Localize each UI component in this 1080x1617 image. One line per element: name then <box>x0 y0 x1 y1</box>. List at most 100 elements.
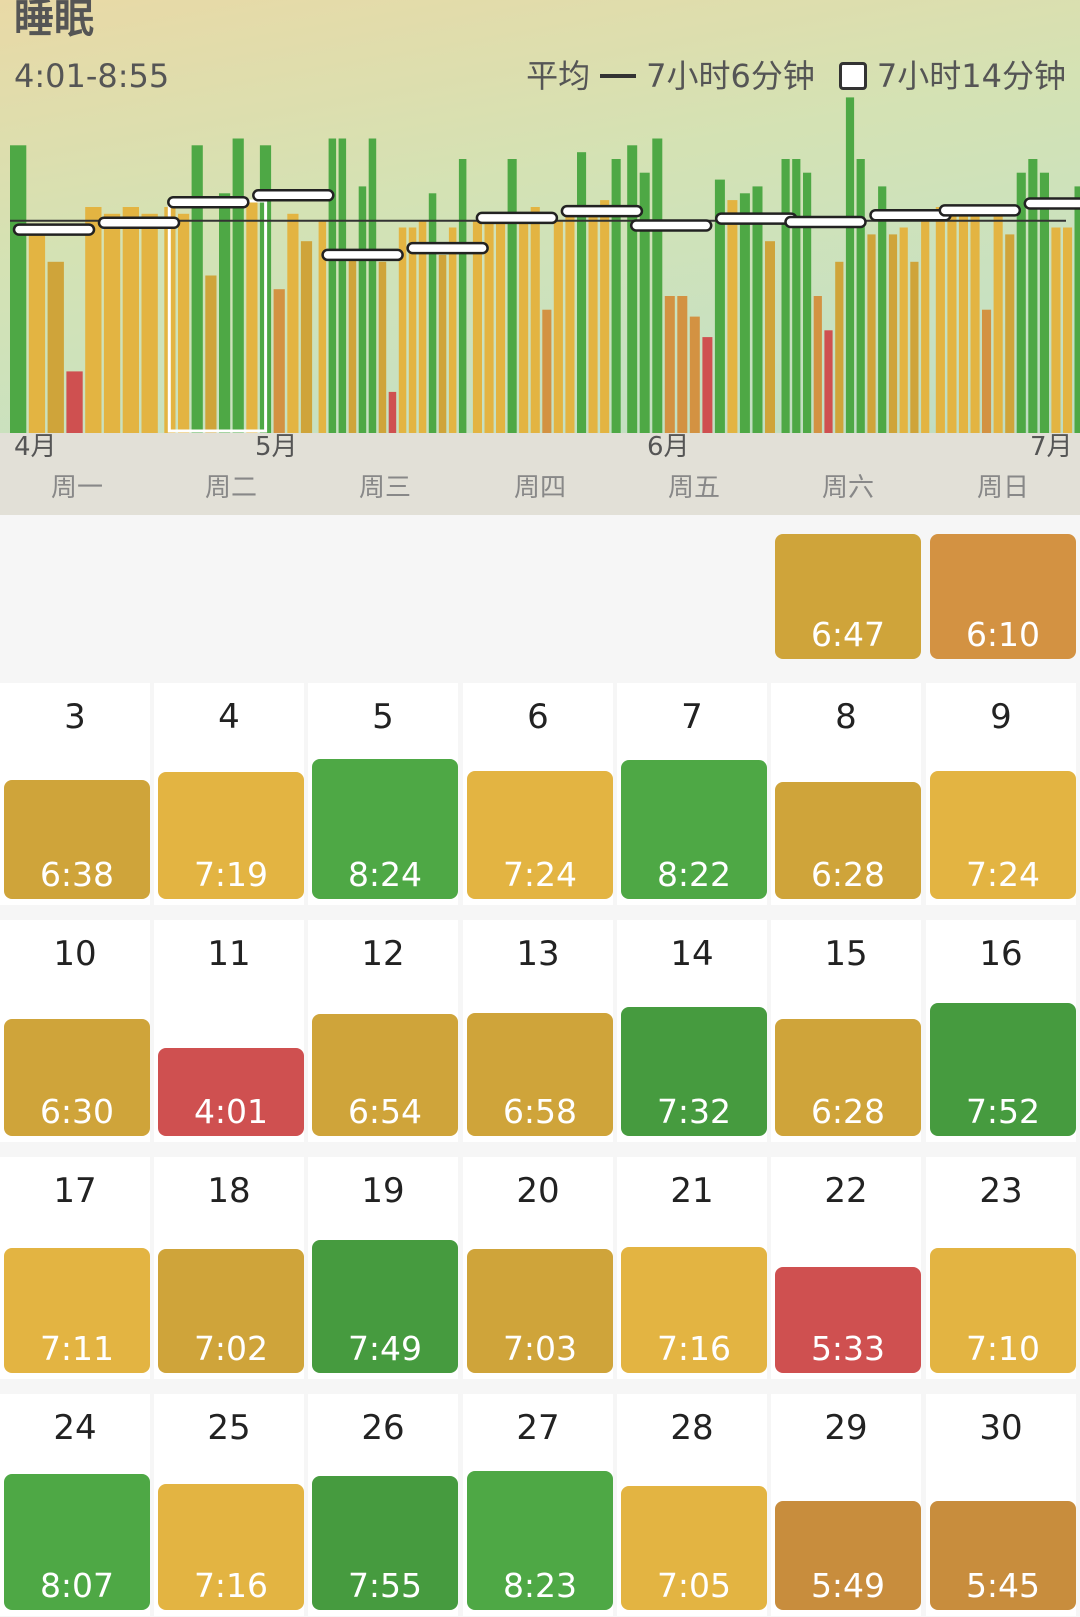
calendar-day-cell[interactable]: 12 6:54 <box>308 920 458 1142</box>
sleep-duration-tile[interactable]: 7:03 <box>467 1249 613 1373</box>
calendar-day-cell[interactable]: 16 7:52 <box>926 920 1076 1142</box>
calendar-day-cell[interactable]: 5 8:24 <box>308 683 458 905</box>
sleep-duration-tile[interactable]: 8:24 <box>312 759 458 899</box>
calendar-day-cell[interactable]: 19 7:49 <box>308 1157 458 1379</box>
sleep-duration-tile[interactable]: 7:19 <box>158 772 304 899</box>
sleep-duration-tile[interactable]: 7:02 <box>158 1249 304 1373</box>
calendar-day-cell[interactable]: 11 4:01 <box>154 920 304 1142</box>
sleep-duration-tile[interactable]: 7:24 <box>467 771 613 899</box>
calendar-day-cell[interactable]: 4 7:19 <box>154 683 304 905</box>
sleep-duration-tile[interactable]: 5:45 <box>930 1501 1076 1610</box>
calendar-day-cell[interactable]: 27 8:23 <box>463 1394 613 1616</box>
chart-bar <box>496 220 506 433</box>
sleep-duration-tile[interactable]: 8:23 <box>467 1471 613 1610</box>
chart-bar <box>300 241 313 433</box>
weekday-tab-thu[interactable]: 周四 <box>513 473 566 503</box>
calendar-day-cell[interactable]: 3 6:38 <box>0 683 150 905</box>
sleep-duration-tile[interactable]: 7:05 <box>621 1486 767 1610</box>
weekday-tab-wed[interactable]: 周三 <box>358 473 411 503</box>
sleep-duration-tile[interactable]: 5:33 <box>775 1267 921 1373</box>
weekday-tab-fri[interactable]: 周五 <box>667 473 720 503</box>
sleep-duration-tile[interactable]: 6:58 <box>467 1013 613 1136</box>
sleep-duration-tile[interactable]: 6:10 <box>930 534 1076 659</box>
chart-bar <box>781 159 790 433</box>
calendar-day-cell[interactable]: 6 7:24 <box>463 683 613 905</box>
chart-bar <box>1028 159 1038 433</box>
calendar-day-number: 11 <box>207 934 251 974</box>
chart-bar <box>958 207 968 433</box>
sleep-duration-tile[interactable]: 7:16 <box>621 1247 767 1373</box>
calendar-day-cell[interactable]: 29 5:49 <box>771 1394 921 1616</box>
calendar-day-cell[interactable]: 9 7:24 <box>926 683 1076 905</box>
calendar-day-cell[interactable]: 10 6:30 <box>0 920 150 1142</box>
sleep-duration-tile[interactable]: 4:01 <box>158 1048 304 1136</box>
sleep-duration-tile[interactable]: 6:38 <box>4 780 150 899</box>
calendar-day-cell[interactable]: 22 5:33 <box>771 1157 921 1379</box>
calendar-day-cell[interactable]: 20 7:03 <box>463 1157 613 1379</box>
chart-bar <box>178 213 190 433</box>
sleep-duration-tile[interactable]: 6:28 <box>775 1019 921 1136</box>
calendar-day-cell[interactable]: 28 7:05 <box>617 1394 767 1616</box>
sleep-duration-tile[interactable]: 6:30 <box>4 1019 150 1136</box>
sleep-duration-tile[interactable]: 7:32 <box>621 1007 767 1136</box>
chart-bar <box>792 159 801 433</box>
calendar-day-cell[interactable]: 18 7:02 <box>154 1157 304 1379</box>
chart-legend: 平均 7小时6分钟 7小时14分钟 <box>526 56 1066 96</box>
sleep-duration-tile[interactable]: 7:52 <box>930 1003 1076 1136</box>
calendar-day-cell[interactable]: 14 7:32 <box>617 920 767 1142</box>
sleep-duration-tile[interactable]: 7:16 <box>158 1484 304 1610</box>
calendar-day-cell[interactable]: 6:10 <box>926 515 1076 665</box>
sleep-duration-tile[interactable]: 7:55 <box>312 1476 458 1610</box>
calendar-day-cell[interactable]: 26 7:55 <box>308 1394 458 1616</box>
sleep-duration-tile[interactable]: 6:54 <box>312 1014 458 1136</box>
sleep-duration-tile[interactable]: 6:28 <box>775 782 921 899</box>
chart-bar <box>66 371 83 433</box>
chart-bar <box>47 261 64 433</box>
calendar-day-cell[interactable]: 21 7:16 <box>617 1157 767 1379</box>
sleep-duration-tile[interactable]: 6:47 <box>775 534 921 659</box>
chart-bar <box>739 193 750 433</box>
sleep-duration-tile[interactable]: 8:22 <box>621 760 767 899</box>
calendar-day-cell[interactable]: 25 7:16 <box>154 1394 304 1616</box>
weekday-tab-mon[interactable]: 周一 <box>50 473 103 503</box>
sleep-duration-value: 6:10 <box>965 615 1041 654</box>
calendar-day-cell[interactable]: 23 7:10 <box>926 1157 1076 1379</box>
calendar-day-number: 9 <box>990 697 1012 737</box>
chart-bar <box>664 296 675 433</box>
chart-bar <box>935 207 945 433</box>
sleep-duration-value: 6:28 <box>810 1092 886 1131</box>
weekly-average-marker <box>167 195 250 209</box>
calendar-day-cell[interactable]: 13 6:58 <box>463 920 613 1142</box>
calendar-day-cell[interactable]: 6:47 <box>771 515 921 665</box>
sleep-duration-tile[interactable]: 7:49 <box>312 1240 458 1373</box>
sleep-duration-tile[interactable]: 8:07 <box>4 1474 150 1610</box>
chart-bar <box>752 186 763 433</box>
calendar-day-number: 14 <box>670 934 714 974</box>
sleep-bar-chart <box>10 97 1080 433</box>
chart-bar <box>542 309 552 433</box>
sleep-duration-tile[interactable]: 7:10 <box>930 1248 1076 1373</box>
weekday-tab-sat[interactable]: 周六 <box>821 473 874 503</box>
calendar-day-cell[interactable]: 30 5:45 <box>926 1394 1076 1616</box>
weekly-average-marker <box>629 219 713 232</box>
month-label: 6月 <box>647 432 690 462</box>
sleep-duration-tile[interactable]: 5:49 <box>775 1501 921 1610</box>
calendar-day-number: 22 <box>824 1171 868 1211</box>
sleep-duration-tile[interactable]: 7:11 <box>4 1248 150 1373</box>
chart-bar <box>639 172 650 433</box>
calendar-day-number: 21 <box>670 1171 714 1211</box>
chart-bar <box>1039 172 1049 433</box>
weekday-tab-sun[interactable]: 周日 <box>976 473 1029 503</box>
calendar-day-cell[interactable]: 17 7:11 <box>0 1157 150 1379</box>
sleep-duration-tile[interactable]: 7:24 <box>930 771 1076 899</box>
sleep-duration-value: 7:32 <box>656 1092 732 1131</box>
weekday-tab-tue[interactable]: 周二 <box>204 473 257 503</box>
calendar-day-cell[interactable]: 7 8:22 <box>617 683 767 905</box>
chart-bar <box>519 213 529 433</box>
chart-bar <box>122 207 139 433</box>
calendar-day-cell[interactable]: 24 8:07 <box>0 1394 150 1616</box>
calendar-day-cell[interactable]: 15 6:28 <box>771 920 921 1142</box>
chart-bar <box>588 213 598 433</box>
chart-bar <box>899 227 908 433</box>
calendar-day-cell[interactable]: 8 6:28 <box>771 683 921 905</box>
